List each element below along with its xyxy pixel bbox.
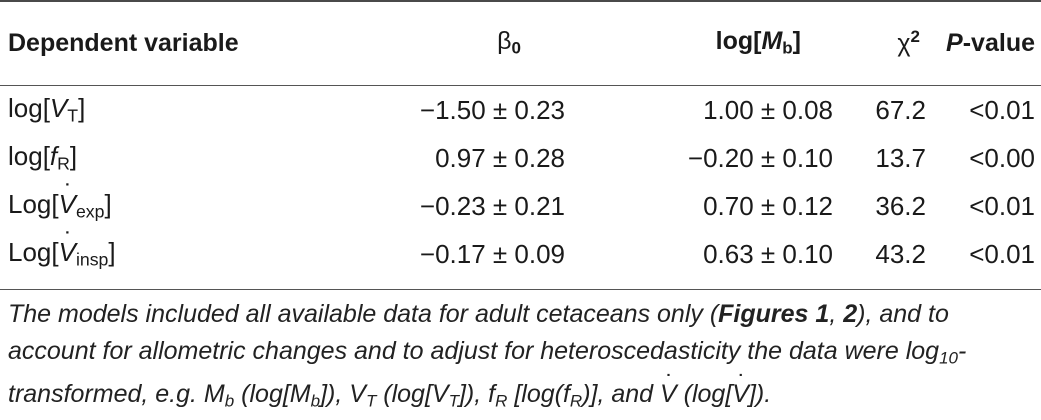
table-row: log[fR] 0.97 ± 0.28 −0.20 ± 0.10 13.7 <0…	[8, 141, 1035, 174]
bottom-rule	[0, 289, 1041, 290]
table-row: log[VT] −1.50 ± 0.23 1.00 ± 0.08 67.2 <0…	[8, 93, 1035, 126]
table-caption: The models included all available data f…	[8, 296, 1038, 420]
header-row: Dependent variable β0 log[Mb] χ2 P-value	[0, 18, 1041, 68]
top-rule	[0, 0, 1041, 2]
header-dependent-variable: Dependent variable	[8, 28, 239, 57]
header-rule	[0, 85, 1041, 86]
header-log-mb: log[Mb]	[715, 27, 801, 58]
figure-ref-1[interactable]: Figures 1	[718, 300, 830, 328]
header-p-value: P-value	[946, 28, 1035, 57]
figure-ref-2[interactable]: 2	[843, 300, 858, 328]
results-table: Dependent variable β0 log[Mb] χ2 P-value…	[0, 18, 1041, 278]
header-chi-squared: χ2	[897, 27, 920, 58]
table-row: Log[Vexp] −0.23 ± 0.21 0.70 ± 0.12 36.2 …	[0, 182, 1041, 230]
table-row: Log[Vinsp] −0.17 ± 0.09 0.63 ± 0.10 43.2…	[0, 230, 1041, 278]
header-beta0: β0	[497, 27, 521, 58]
